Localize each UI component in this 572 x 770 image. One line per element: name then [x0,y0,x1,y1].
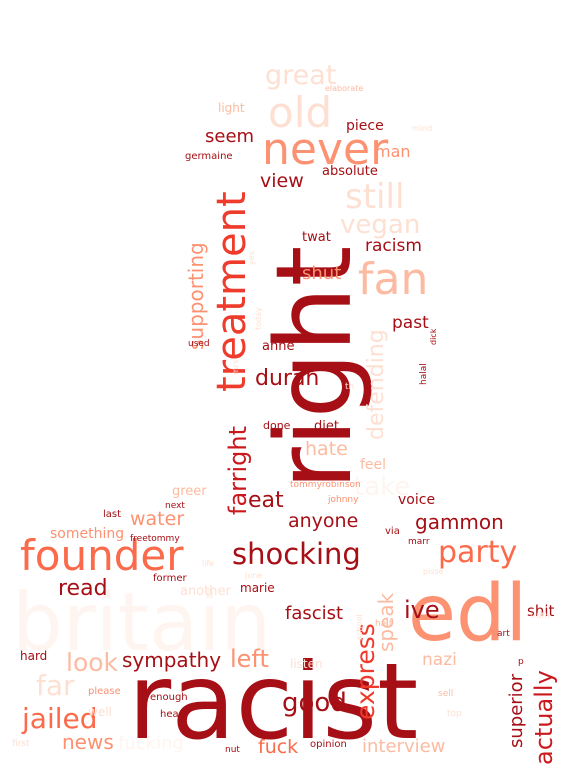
word-vegan: vegan [340,210,421,240]
word-defending: defending [364,329,389,440]
word-yes: yes [247,251,256,265]
word-another: another [180,584,231,599]
word-please: please [88,686,121,697]
word-nut: nut [225,745,240,755]
word-anyone: anyone [288,510,359,532]
word-read: read [58,576,108,601]
word-listen: listen [290,657,323,671]
word-view: view [260,170,304,192]
word-fascist: fascist [285,603,344,624]
word-great: great [265,60,337,91]
word-used: used [188,339,210,349]
word-take: take [354,472,411,502]
word-voice: voice [398,492,436,508]
word-marie: marie [240,581,275,595]
word-feel: feel [360,457,387,473]
word-next: next [165,501,185,511]
word-fuck: fuck [258,736,299,758]
word-edl: edl [408,569,528,659]
word-well: well [88,705,112,719]
word-nazi: nazi [422,650,457,670]
word-opinion: opinion [310,739,347,750]
word-th: th [345,382,355,392]
word-old: old [268,88,333,137]
word-racism: racism [365,236,422,256]
word-eat: eat [248,488,284,513]
word-art: art [497,629,510,639]
word-sympathy: sympathy [122,648,222,672]
word-today: today [254,307,263,330]
word-life: life [202,559,215,568]
word-shocking: shocking [232,537,361,571]
word-duran: duran [255,366,320,391]
word-done: done [263,419,291,432]
word-founder: founder [20,531,184,580]
word-party: party [438,535,518,570]
word-germaine: germaine [185,151,233,162]
word-fucking: fucking [118,733,184,754]
word-ive: ive [404,596,440,624]
word-last: last [103,509,122,520]
word-hate: hate [305,438,348,460]
word-good: good [282,688,347,718]
word-sell: sell [438,689,454,699]
word-never: never [262,124,389,175]
word-halal: halal [419,363,429,385]
word-twat: twat [302,230,331,245]
word-johnny: johnny [328,495,359,505]
word-former: former [153,573,187,584]
word-piece: piece [346,118,384,134]
word-interview: interview [362,736,446,757]
word-hard: hard [20,649,48,663]
word-gammon: gammon [415,510,504,534]
word-truth: truth [530,611,550,620]
word-jailed: jailed [22,702,98,735]
word-pisse: pisse [423,567,444,576]
word-britain: britain [12,576,272,669]
word-anne: anne [262,339,295,354]
word-look: look [66,648,119,677]
word-seem: seem [205,126,255,147]
word-freetommy: freetommy [130,534,180,544]
word-superior: superior [506,673,527,748]
word-elaborate: elaborate [325,84,364,93]
word-farright: farright [224,426,252,515]
word-absolute: absolute [322,164,378,179]
word-shut: shut [302,263,342,284]
word-water: water [130,508,185,530]
word-fan: fan [358,254,429,305]
word-past: past [392,313,429,333]
word-racist: racist [128,641,419,763]
word-light: light [218,101,245,115]
word-supporting: supporting [184,242,208,350]
word-mind: mind [412,124,433,133]
word-june: june [245,571,263,580]
word-actually: actually [530,670,558,765]
word-left: left [230,645,269,673]
word-head: head [160,709,185,720]
word-still: still [345,177,405,217]
word-via: via [385,526,400,537]
word-first: first [12,739,30,749]
word-marr: marr [408,537,430,547]
word-dick: dick [429,328,438,345]
word-news: news [62,730,114,754]
word-greer: greer [172,484,207,499]
word-tommyrobinson: tommyrobinson [290,480,361,490]
word-top: top [447,709,462,719]
word-school: school [355,614,364,640]
word-enough: enough [150,692,188,703]
word-diet: diet [314,419,339,434]
word-half: half [375,619,392,629]
word-far: far [36,669,75,702]
word-something: something [50,526,125,542]
word-shit: shit [527,602,555,620]
word-man: man [375,142,411,161]
word-mrs: mrs [231,359,240,375]
word-p: p [518,657,524,667]
